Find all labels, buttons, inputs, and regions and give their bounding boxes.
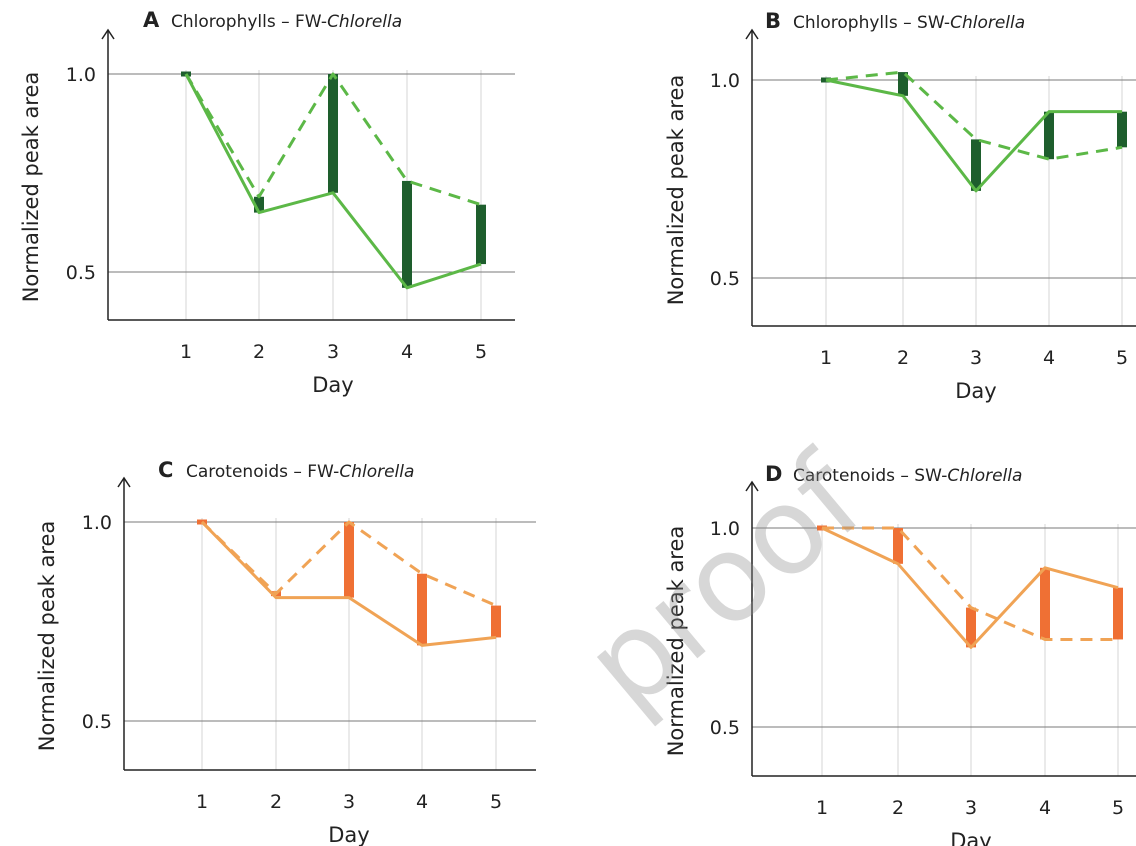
x-tick-label: 3 [965, 797, 977, 819]
panel-letter: D [765, 462, 782, 486]
x-tick-label: 5 [1116, 347, 1128, 369]
x-axis-title: Day [950, 829, 991, 846]
difference-bar [1113, 588, 1123, 640]
x-tick-label: 4 [401, 341, 413, 363]
difference-bar [491, 606, 501, 638]
y-tick-label: 0.5 [82, 711, 112, 733]
x-tick-label: 2 [253, 341, 265, 363]
panel-title: Carotenoids – FW-Chlorella [186, 462, 414, 482]
panel-title: Carotenoids – SW-Chlorella [793, 466, 1022, 486]
y-tick-label: 0.5 [710, 268, 740, 290]
panel-title: Chlorophylls – FW-Chlorella [171, 12, 402, 32]
panel-a: 1.0 0.5 1 2 3 4 5 Day Normalized peak area A Chlor… [19, 8, 515, 397]
x-axis-title: Day [328, 823, 369, 846]
x-tick-label: 3 [327, 341, 339, 363]
x-tick-label: 1 [196, 791, 208, 813]
y-axis-title: Normalized peak area [19, 72, 43, 303]
difference-bar [417, 574, 427, 646]
difference-bar [328, 74, 338, 193]
x-tick-label: 3 [970, 347, 982, 369]
difference-bar [1040, 568, 1050, 640]
y-tick-label: 1.0 [82, 512, 112, 534]
panel-letter: C [158, 458, 173, 482]
y-axis-title: Normalized peak area [664, 75, 688, 306]
difference-bar [1044, 112, 1054, 160]
y-tick-label: 1.0 [66, 64, 96, 86]
difference-bar [402, 181, 412, 288]
difference-bar [344, 522, 354, 598]
y-tick-label: 0.5 [66, 262, 96, 284]
x-tick-label: 4 [416, 791, 428, 813]
y-tick-label: 1.0 [710, 518, 740, 540]
x-tick-label: 2 [892, 797, 904, 819]
x-axis-title: Day [955, 379, 996, 403]
x-tick-label: 2 [897, 347, 909, 369]
panel-letter: A [143, 8, 160, 32]
panel-b: 1.0 0.5 1 2 3 4 5 Day Normalized peak area B Chlor… [664, 9, 1136, 403]
x-tick-label: 4 [1039, 797, 1051, 819]
x-tick-label: 5 [475, 341, 487, 363]
x-axis-title: Day [312, 373, 353, 397]
x-tick-label: 1 [180, 341, 192, 363]
x-tick-label: 2 [270, 791, 282, 813]
x-tick-label: 4 [1043, 347, 1055, 369]
difference-bar [971, 139, 981, 190]
y-axis-title: Normalized peak area [664, 526, 688, 757]
x-tick-label: 1 [816, 797, 828, 819]
difference-bar [476, 205, 486, 264]
y-tick-label: 1.0 [710, 70, 740, 92]
panel-d: 1.0 0.5 1 2 3 4 5 Day Normalized peak area D Carot… [664, 462, 1136, 846]
panel-title: Chlorophylls – SW-Chlorella [793, 13, 1025, 33]
x-tick-label: 5 [1112, 797, 1124, 819]
panel-c: 1.0 0.5 1 2 3 4 5 Day Normalized peak area C Carot… [35, 458, 536, 846]
panel-letter: B [765, 9, 781, 33]
y-tick-label: 0.5 [710, 717, 740, 739]
difference-bar [1117, 112, 1127, 148]
x-tick-label: 3 [343, 791, 355, 813]
y-axis-title: Normalized peak area [35, 521, 59, 752]
x-tick-label: 5 [490, 791, 502, 813]
x-tick-label: 1 [820, 347, 832, 369]
